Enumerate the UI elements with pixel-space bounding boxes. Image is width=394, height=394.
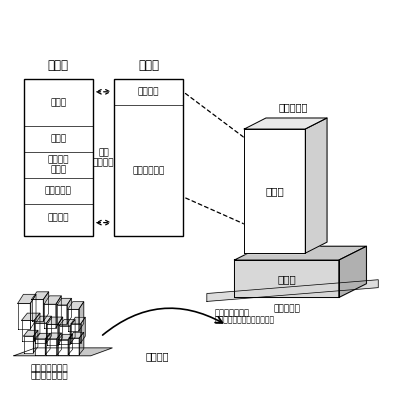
Polygon shape [69,332,84,338]
Text: 保留床: 保留床 [266,186,284,196]
Text: 収支
バランス: 収支 バランス [93,148,114,167]
Polygon shape [244,118,327,129]
Polygon shape [57,333,61,355]
Polygon shape [46,333,61,339]
Polygon shape [57,305,67,324]
Polygon shape [79,302,84,331]
Polygon shape [47,317,63,324]
Bar [114,79,183,236]
Polygon shape [56,296,61,328]
Polygon shape [67,298,71,324]
Polygon shape [24,336,33,353]
Polygon shape [339,246,366,297]
Polygon shape [71,317,85,324]
Polygon shape [18,294,36,303]
Text: 区分所有建物＋土地共有持分: 区分所有建物＋土地共有持分 [215,316,275,324]
Polygon shape [71,324,81,343]
Polygon shape [58,340,68,355]
Text: 【従前の資産】: 【従前の資産】 [30,364,68,373]
Polygon shape [45,333,50,355]
Polygon shape [46,316,52,343]
Polygon shape [44,296,61,304]
Polygon shape [18,303,30,329]
Polygon shape [22,313,40,320]
Polygon shape [24,330,38,336]
Polygon shape [81,317,85,343]
Text: 調査設計
計画費: 調査設計 計画費 [47,155,69,175]
Text: 権利変換: 権利変換 [146,351,169,362]
Text: 【従後の資産】: 【従後の資産】 [215,309,250,318]
Text: 総収入: 総収入 [138,59,159,71]
Polygon shape [234,260,339,297]
Polygon shape [47,324,58,345]
Text: 共有の土地: 共有の土地 [273,305,300,314]
Polygon shape [35,333,50,339]
Polygon shape [59,320,75,326]
Polygon shape [35,316,52,323]
Polygon shape [59,326,70,344]
Polygon shape [32,292,48,299]
Polygon shape [22,320,34,341]
Polygon shape [68,309,79,331]
Text: 保留床処分金: 保留床処分金 [133,166,165,175]
Text: 工事費: 工事費 [50,98,66,107]
Polygon shape [57,298,71,305]
Polygon shape [244,129,305,253]
Polygon shape [68,302,84,309]
Text: 土地＋従前建物: 土地＋従前建物 [30,372,68,381]
Polygon shape [68,335,72,355]
Polygon shape [79,332,84,355]
Text: 土地整備費: 土地整備費 [45,187,72,195]
Polygon shape [35,323,46,343]
Polygon shape [44,304,56,328]
Polygon shape [207,280,378,301]
Polygon shape [32,299,43,321]
Polygon shape [58,317,63,345]
Polygon shape [305,118,327,253]
Polygon shape [43,292,48,321]
Text: 権利床: 権利床 [277,274,296,284]
Polygon shape [35,339,45,355]
Polygon shape [30,294,36,329]
Polygon shape [234,246,366,260]
Polygon shape [69,338,79,355]
Polygon shape [34,313,40,341]
Text: 総支出: 総支出 [48,59,69,71]
Text: 再開発ビル: 再開発ビル [279,102,308,112]
Polygon shape [70,320,75,344]
Polygon shape [33,330,38,353]
Polygon shape [14,348,112,356]
Polygon shape [46,339,57,355]
Polygon shape [58,335,72,340]
Bar [24,79,93,236]
Text: 補助金等: 補助金等 [138,87,160,96]
Text: 補償費: 補償費 [50,135,66,143]
Text: 事務費等: 事務費等 [47,214,69,222]
